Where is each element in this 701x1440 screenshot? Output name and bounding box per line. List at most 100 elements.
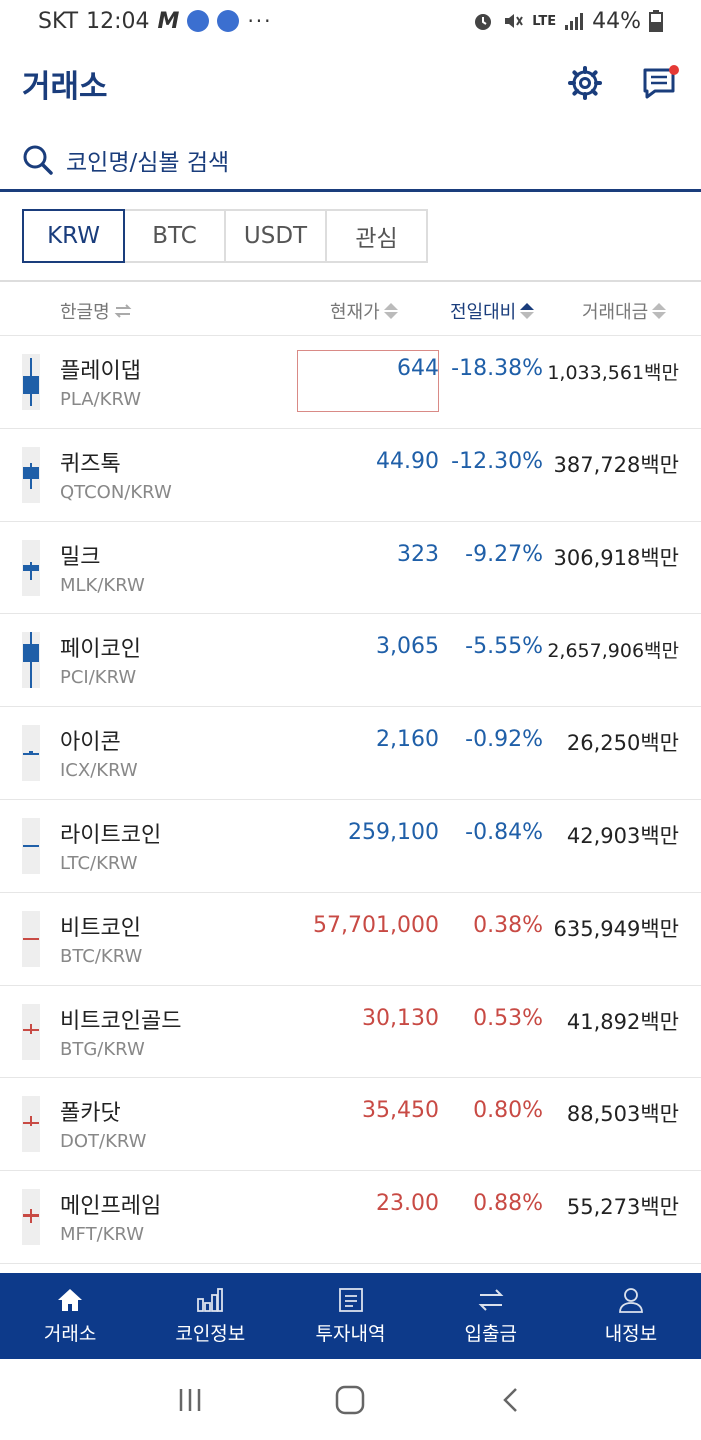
app-header: 거래소: [0, 52, 701, 114]
coin-row[interactable]: 비트코인 BTC/KRW 57,701,000 0.38% 635,949백만: [0, 893, 701, 986]
coin-symbol: DOT/KRW: [60, 1131, 147, 1153]
coin-symbol: BTC/KRW: [60, 945, 143, 967]
coin-volume: 306,918백만: [553, 545, 679, 570]
coin-symbol: BTG/KRW: [60, 1038, 145, 1060]
nav-label: 투자내역: [315, 1322, 386, 1345]
battery-label: 44%: [592, 8, 641, 34]
coin-volume: 88,503백만: [566, 1102, 679, 1127]
system-navigation-bar: [0, 1360, 701, 1440]
document-icon: [338, 1287, 363, 1312]
coin-price: 23.00: [376, 1191, 439, 1217]
coin-symbol: LTC/KRW: [60, 852, 138, 874]
coin-row[interactable]: 아이콘 ICX/KRW 2,160 -0.92% 26,250백만: [0, 707, 701, 800]
sort-arrows-icon: [520, 303, 535, 319]
mini-candle-icon: [22, 725, 40, 782]
coin-change: 0.80%: [473, 1098, 543, 1124]
coin-symbol: MLK/KRW: [60, 574, 145, 596]
coin-row[interactable]: 메인프레임 MFT/KRW 23.00 0.88% 55,273백만: [0, 1171, 701, 1264]
nav-coin-info[interactable]: 코인정보: [140, 1273, 280, 1359]
alarm-icon: [475, 14, 492, 30]
coin-volume: 42,903백만: [566, 823, 679, 848]
mini-candle-icon: [22, 354, 40, 410]
coin-change: 0.88%: [473, 1191, 543, 1217]
coin-symbol: PCI/KRW: [60, 667, 137, 689]
network-label: LTE: [532, 13, 557, 29]
tab-usdt[interactable]: USDT: [224, 209, 327, 263]
coin-symbol: ICX/KRW: [60, 760, 138, 782]
coin-price: 57,701,000: [313, 912, 439, 938]
nav-label: 입출금: [464, 1322, 517, 1345]
settings-button[interactable]: [565, 63, 605, 103]
person-icon: [619, 1287, 643, 1313]
tab-btc[interactable]: BTC: [123, 209, 226, 263]
coin-price: 323: [397, 541, 439, 567]
nav-exchange[interactable]: 거래소: [0, 1273, 140, 1359]
coin-change: 0.53%: [473, 1005, 543, 1031]
coin-change: -0.84%: [465, 819, 543, 845]
mini-candle-icon: [22, 446, 40, 503]
nav-label: 내정보: [604, 1322, 658, 1345]
mini-candle-icon: [22, 1189, 40, 1246]
coin-volume: 1,033,561백만: [547, 362, 679, 384]
clock: 12:04: [86, 8, 150, 34]
recent-apps-icon[interactable]: [175, 1385, 205, 1415]
sort-arrows-icon: [383, 303, 398, 319]
coin-row[interactable]: 비트코인골드 BTG/KRW 30,130 0.53% 41,892백만: [0, 986, 701, 1079]
sort-by-name[interactable]: 한글명: [60, 298, 132, 324]
m-icon: M: [157, 8, 180, 34]
tab-favorites[interactable]: 관심: [325, 209, 428, 263]
coin-row[interactable]: 플레이댑 PLA/KRW 644 -18.38% 1,033,561백만: [0, 336, 701, 429]
sort-by-volume[interactable]: 거래대금: [582, 298, 667, 324]
notice-button[interactable]: [639, 63, 679, 103]
signal-icon: [565, 13, 584, 30]
price-flash-box: [297, 350, 439, 412]
coin-volume: 55,273백만: [566, 1195, 679, 1220]
coin-row[interactable]: 폴카닷 DOT/KRW 35,450 0.80% 88,503백만: [0, 1078, 701, 1172]
coin-change: -0.92%: [465, 727, 543, 753]
coin-volume: 387,728백만: [553, 452, 679, 477]
coin-symbol: MFT/KRW: [60, 1224, 145, 1246]
mini-candle-icon: [22, 910, 40, 967]
coin-name: 비트코인골드: [60, 1008, 182, 1034]
coin-symbol: QTCON/KRW: [60, 481, 172, 503]
mini-candle-icon: [22, 1096, 40, 1153]
coin-name: 퀴즈톡: [60, 451, 121, 477]
coin-change: -5.55%: [465, 634, 543, 660]
mini-candle-icon: [22, 632, 40, 689]
column-change-label: 전일대비: [450, 302, 517, 323]
coin-price: 259,100: [348, 819, 439, 845]
page-title: 거래소: [22, 68, 108, 105]
coin-price: 3,065: [376, 634, 439, 660]
coin-symbol: PLA/KRW: [60, 389, 142, 410]
new-notice-dot: [669, 65, 679, 75]
mini-candle-icon: [22, 817, 40, 874]
gear-icon: [568, 66, 602, 100]
app-notification-icon: [187, 10, 210, 32]
bottom-navigation: 거래소 코인정보 투자내역 입출금 내정보: [0, 1273, 701, 1359]
coin-change: 0.38%: [473, 912, 543, 938]
coin-row[interactable]: 라이트코인 LTC/KRW 259,100 -0.84% 42,903백만: [0, 800, 701, 893]
coin-name: 라이트코인: [60, 822, 162, 848]
sort-by-change[interactable]: 전일대비: [450, 298, 535, 324]
coin-name: 메인프레임: [60, 1194, 162, 1220]
coin-row[interactable]: 밀크 MLK/KRW 323 -9.27% 306,918백만: [0, 522, 701, 615]
status-bar: SKT 12:04 M ··· LTE 44%: [0, 0, 701, 42]
search-input[interactable]: 코인명/심볼 검색: [66, 149, 230, 176]
battery-icon: [649, 10, 663, 32]
tab-krw[interactable]: KRW: [22, 209, 125, 263]
nav-deposit-withdraw[interactable]: 입출금: [421, 1273, 561, 1359]
app-notification-icon-2: [217, 10, 240, 32]
coin-row[interactable]: 페이코인 PCI/KRW 3,065 -5.55% 2,657,906백만: [0, 614, 701, 708]
column-name-label: 한글명: [60, 302, 110, 323]
coin-row[interactable]: 퀴즈톡 QTCON/KRW 44.90 -12.30% 387,728백만: [0, 429, 701, 522]
back-icon[interactable]: [496, 1385, 526, 1415]
nav-investment-history[interactable]: 투자내역: [280, 1273, 420, 1359]
coin-name: 폴카닷: [60, 1101, 121, 1127]
search-bar[interactable]: 코인명/심볼 검색: [0, 130, 701, 192]
sort-by-price[interactable]: 현재가: [330, 298, 398, 324]
coin-name: 플레이댑: [60, 359, 141, 384]
sort-arrows-icon: [652, 303, 667, 319]
coin-change: -12.30%: [451, 448, 543, 474]
nav-my-info[interactable]: 내정보: [561, 1273, 701, 1359]
home-button-icon[interactable]: [334, 1384, 366, 1416]
